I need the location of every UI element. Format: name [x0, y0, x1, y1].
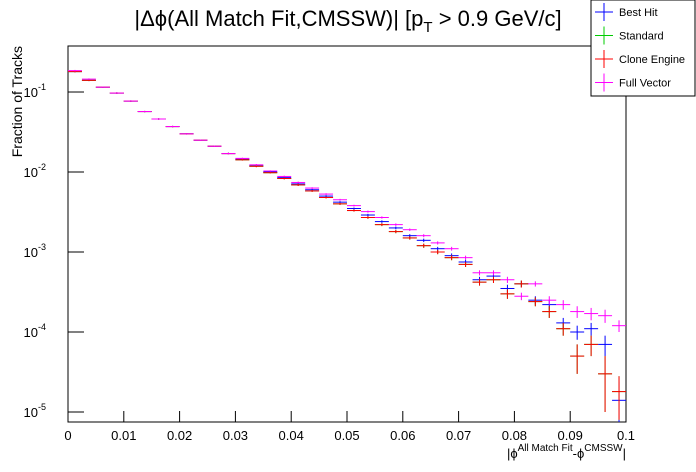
y-tick-label: 10-2	[24, 162, 46, 180]
legend-label: Standard	[619, 31, 664, 43]
y-tick-base: 10	[24, 325, 38, 340]
x-tick-label: 0.03	[223, 428, 248, 443]
x-tick-label: 0.09	[558, 428, 583, 443]
x-label-part: |	[623, 446, 626, 461]
y-tick-base: 10	[24, 85, 38, 100]
x-tick-label: 0.02	[167, 428, 192, 443]
legend-label: Full Vector	[619, 78, 671, 90]
legend: Best Hit Standard Clone Engine Full Vector	[590, 0, 696, 97]
x-tick-label: 0.08	[502, 428, 527, 443]
legend-box	[590, 0, 696, 97]
x-label-superscript: All Match Fit	[518, 443, 573, 454]
x-label-part: |ϕ	[507, 446, 518, 461]
y-tick-base: 10	[24, 165, 38, 180]
y-tick-exponent: -3	[38, 242, 46, 252]
x-tick-label: 0.06	[390, 428, 415, 443]
y-tick-label: 10-1	[24, 82, 46, 100]
x-tick-label: 0	[64, 428, 71, 443]
x-tick-label: 0.01	[111, 428, 136, 443]
plot-area	[68, 69, 626, 422]
y-tick-base: 10	[24, 245, 38, 260]
x-axis-label: |ϕAll Match Fit-ϕCMSSW|	[507, 443, 626, 461]
x-tick-label: 0.04	[279, 428, 304, 443]
x-label-superscript: CMSSW	[584, 443, 623, 454]
y-tick-label: 10-4	[24, 322, 46, 340]
y-tick-exponent: -1	[38, 82, 46, 92]
y-tick-label: 10-5	[24, 402, 46, 420]
y-tick-label: 10-3	[24, 242, 46, 260]
chart-title: |Δϕ(All Match Fit,CMSSW)| [pT > 0.9 GeV/…	[134, 6, 561, 36]
series	[68, 69, 626, 333]
y-tick-exponent: -5	[38, 402, 46, 412]
legend-label: Best Hit	[619, 7, 658, 19]
y-tick-exponent: -2	[38, 162, 46, 172]
y-axis-label: Fraction of Tracks	[9, 46, 25, 157]
x-tick-label: 0.07	[446, 428, 471, 443]
y-tick-base: 10	[24, 405, 38, 420]
x-label-part: -ϕ	[573, 446, 585, 461]
x-tick-label: 0.05	[334, 428, 359, 443]
y-tick-exponent: -4	[38, 322, 46, 332]
x-tick-label: 0.1	[617, 428, 635, 443]
legend-label: Clone Engine	[619, 54, 685, 66]
